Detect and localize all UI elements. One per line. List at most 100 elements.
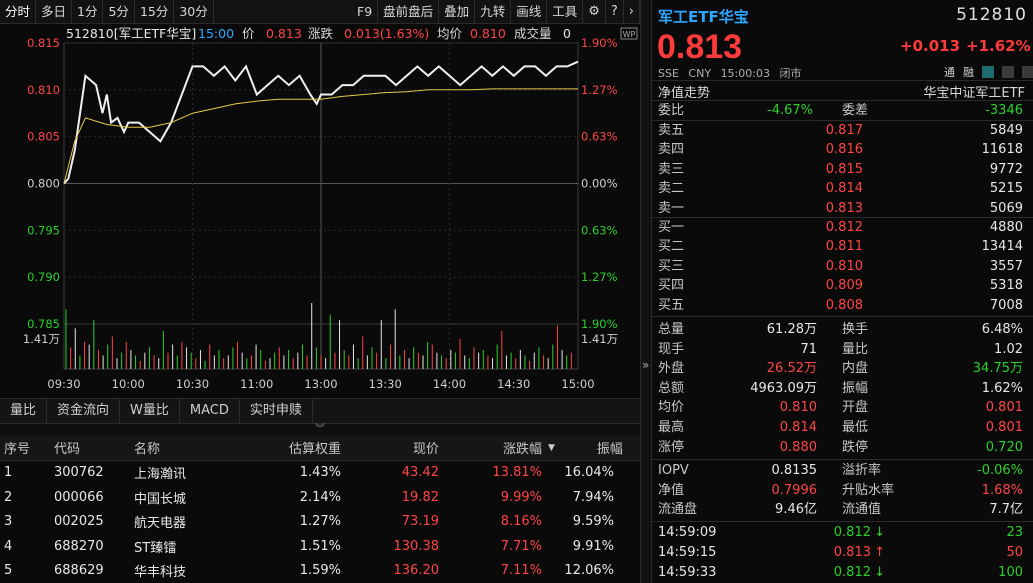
ask-price: 0.816 (825, 142, 863, 158)
nav-trend-link[interactable]: 净值走势 (658, 86, 711, 101)
period-button-1[interactable]: 多日 (36, 0, 73, 24)
stat-label: 开盘 (842, 400, 869, 416)
column-header[interactable]: 现价 (412, 442, 439, 458)
table-cell: 9.59% (572, 514, 614, 530)
tool-button-5[interactable]: 工具 (547, 0, 584, 24)
pencil-icon[interactable] (982, 66, 994, 78)
bid-volume: 7008 (989, 297, 1023, 313)
stat2-value: 7.7亿 (989, 502, 1023, 518)
column-header[interactable]: 振幅 (596, 442, 623, 458)
stat-label: 换手 (842, 322, 869, 337)
expand-arrow-icon[interactable]: » (642, 358, 650, 372)
stat-value: 0.801 (985, 400, 1023, 416)
stat2-label: 流通值 (842, 502, 882, 518)
time-tick-label: 09:30 (47, 377, 80, 391)
tick-row: 14:59:33 0.812 ↓ 100 (658, 563, 1027, 582)
chart-header-volume: 0 (563, 26, 571, 41)
tick-direction-icon: ↓ (874, 525, 885, 540)
column-header[interactable]: 涨跌幅 (502, 442, 542, 458)
weicha-label: 委差 (842, 103, 869, 118)
stat2-value: 0.8135 (771, 463, 818, 478)
ask-row: 卖四 0.816 11618 (658, 140, 1027, 159)
ask-volume: 5849 (989, 123, 1023, 138)
weicha-value: -3346 (985, 103, 1023, 118)
table-row[interactable]: 2 000066 中国长城 2.14% 19.82 9.99% 7.94% (0, 485, 640, 510)
tick-volume: 100 (998, 565, 1023, 580)
period-button-3[interactable]: 5分 (103, 0, 135, 24)
stat2-row: 净值 0.7996 升贴水率 1.68% (658, 481, 1027, 500)
order-ratio-row: 委比 -4.67% 委差 -3346 (658, 101, 1027, 120)
tool-button-2[interactable]: 叠加 (439, 0, 476, 24)
collapse-toggle[interactable]: ︾ (0, 424, 640, 436)
stat-label: 总额 (658, 380, 685, 396)
period-button-4[interactable]: 15分 (135, 0, 175, 24)
table-cell: 2.14% (299, 489, 341, 505)
sort-desc-icon[interactable]: ▼ (548, 442, 555, 453)
price-tick-label: 0.805 (27, 130, 60, 144)
tab-0[interactable]: 量比 (0, 399, 48, 423)
table-cell: 7.71% (500, 538, 542, 554)
price-tick-label: 0.785 (27, 317, 60, 331)
wp-badge-icon[interactable] (620, 27, 638, 40)
table-row[interactable]: 3 002025 航天电器 1.27% 73.19 8.16% 9.59% (0, 510, 640, 535)
tick-direction-icon: ↓ (874, 565, 885, 580)
column-header[interactable]: 估算权重 (288, 442, 341, 458)
ask-label: 卖五 (658, 123, 685, 138)
bid-row: 买二 0.811 13414 (658, 237, 1027, 256)
tab-4[interactable]: 实时申赎 (240, 399, 313, 423)
bid-volume: 13414 (981, 239, 1023, 255)
tool-button-1[interactable]: 盘前盘后 (378, 0, 440, 24)
column-header[interactable]: 名称 (134, 442, 161, 458)
tracked-index[interactable]: 华宝中证军工ETF (923, 86, 1025, 101)
period-button-2[interactable]: 1分 (72, 0, 104, 24)
price-line (63, 60, 579, 185)
table-row[interactable]: 5 688629 华丰科技 1.59% 136.20 7.11% 12.06% (0, 559, 640, 583)
price-tick-label: 0.790 (27, 270, 60, 284)
stat-label: 内盘 (842, 361, 869, 377)
security-code: 512810 (956, 5, 1027, 25)
tool-button-0[interactable]: F9 (352, 0, 379, 24)
tab-2[interactable]: W量比 (120, 399, 180, 423)
volume-axis-label-right: 1.41万 (581, 332, 618, 346)
ask-row: 卖一 0.813 5069 (658, 199, 1027, 218)
exchange: SSE (658, 67, 679, 80)
stat-label: 涨停 (658, 439, 685, 455)
stat2-label: 溢折率 (842, 463, 882, 478)
ask-price: 0.814 (825, 181, 863, 197)
period-button-5[interactable]: 30分 (174, 0, 214, 24)
time-tick-label: 10:00 (112, 377, 145, 391)
tool-button-3[interactable]: 九转 (475, 0, 512, 24)
tick-time: 14:59:15 (658, 545, 717, 560)
time-tick-label: 14:00 (433, 377, 466, 391)
table-cell: 华丰科技 (134, 565, 187, 581)
table-cell: 8.16% (500, 514, 542, 530)
column-header[interactable]: 序号 (4, 442, 31, 458)
help-icon[interactable]: ? (606, 0, 624, 24)
gear-icon[interactable]: ⚙ (583, 0, 606, 24)
tab-3[interactable]: MACD (180, 399, 240, 423)
chart-header-price: 0.813 (266, 26, 302, 41)
table-row[interactable]: 1 300762 上海瀚讯 1.43% 43.42 13.81% 16.04% (0, 461, 640, 486)
tab-1[interactable]: 资金流向 (47, 399, 121, 423)
table-row[interactable]: 4 688270 ST臻镭 1.51% 130.38 7.71% 9.91% (0, 534, 640, 559)
chevron-right-icon[interactable]: › (624, 0, 640, 24)
stat-value: 61.28万 (766, 322, 817, 337)
period-button-0[interactable]: 分时 (0, 0, 37, 24)
bookmark-icon[interactable] (1002, 66, 1014, 78)
bid-volume: 4880 (989, 220, 1023, 235)
ask-label: 卖二 (658, 181, 685, 197)
table-header: 序号 代码 名称 估算权重 现价 涨跌幅 ▼ 振幅 (0, 436, 640, 461)
table-cell: 130.38 (393, 538, 440, 554)
bid-price: 0.811 (825, 239, 863, 255)
stat-label: 均价 (658, 400, 685, 416)
market-info: SSE CNY 15:00:03 闭市 (658, 65, 801, 81)
avg-price-line (63, 88, 578, 184)
stat-value: 0.801 (985, 420, 1023, 435)
table-cell: 136.20 (393, 563, 440, 579)
panel-splitter[interactable]: » (640, 0, 652, 583)
stat-value: 6.48% (981, 322, 1023, 337)
intraday-chart[interactable]: 0.815 1.90% 0.810 1.27% 0.805 0.63% 0.800 0.00%… (0, 24, 640, 396)
grid-icon[interactable] (1022, 66, 1033, 78)
column-header[interactable]: 代码 (54, 442, 81, 458)
tool-button-4[interactable]: 画线 (511, 0, 548, 24)
